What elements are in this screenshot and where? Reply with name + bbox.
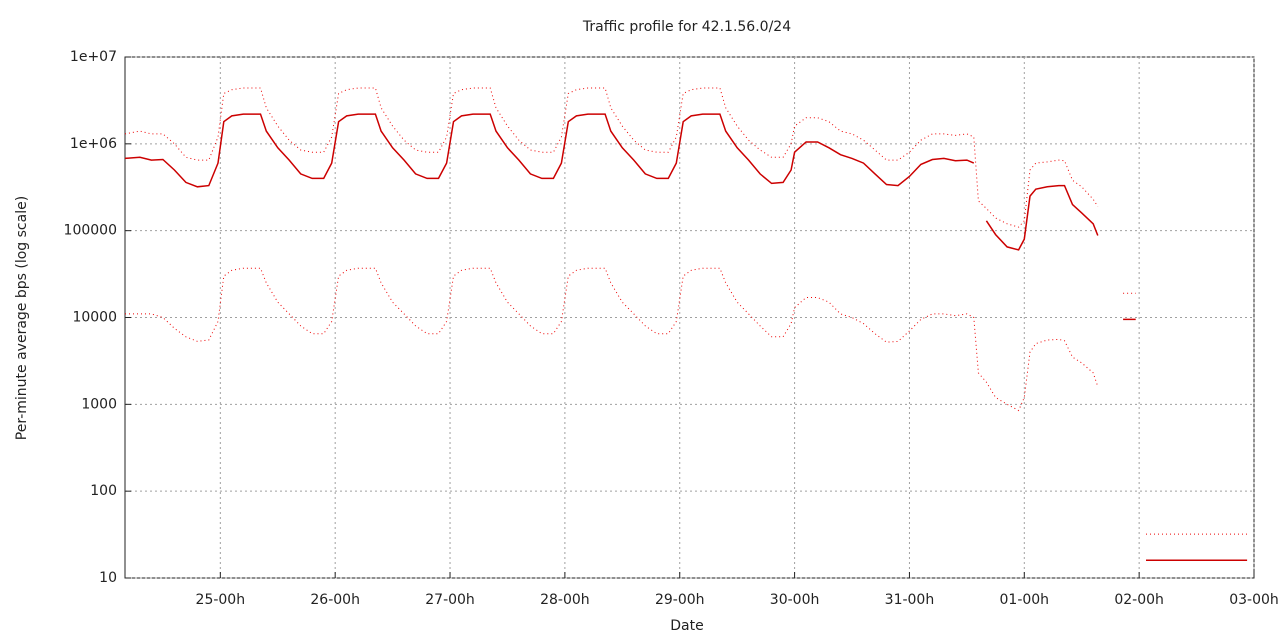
- x-tick-label: 01-00h: [1000, 592, 1050, 608]
- x-tick-label: 27-00h: [425, 592, 475, 608]
- y-tick-label: 1e+06: [70, 136, 117, 152]
- plot-frame: [124, 56, 1255, 579]
- y-tick-label: 100000: [64, 223, 117, 239]
- y-tick-label: 1000: [81, 396, 117, 412]
- dotted-line: [125, 267, 1099, 412]
- dotted-line: [124, 87, 1248, 535]
- x-tick-label: 30-00h: [770, 592, 820, 608]
- line: [124, 113, 1248, 562]
- x-tick-label: 31-00h: [885, 592, 935, 608]
- chart-title: Traffic profile for 42.1.56.0/24: [582, 19, 791, 35]
- x-tick-label: 02-00h: [1114, 592, 1164, 608]
- x-tick-label: 26-00h: [310, 592, 360, 608]
- y-tick-label: 10: [99, 570, 117, 586]
- x-tick-label: 03-00h: [1229, 592, 1279, 608]
- y-tick-label: 10000: [72, 310, 117, 326]
- y-axis-label: Per-minute average bps (log scale): [14, 196, 30, 440]
- y-tick-label: 100: [90, 483, 117, 499]
- x-tick-label: 29-00h: [655, 592, 705, 608]
- x-tick-label: 25-00h: [196, 592, 246, 608]
- x-tick-label: 28-00h: [540, 592, 590, 608]
- x-axis-label: Date: [670, 618, 703, 634]
- y-tick-label: 1e+07: [70, 49, 117, 65]
